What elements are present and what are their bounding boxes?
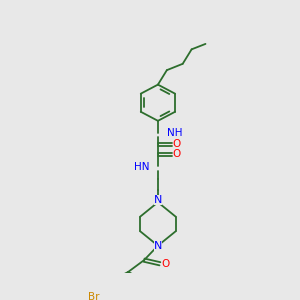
Text: O: O (162, 259, 170, 269)
Text: NH: NH (167, 128, 182, 139)
Text: HN: HN (134, 162, 149, 172)
Text: N: N (154, 194, 162, 205)
Text: O: O (172, 149, 181, 159)
Text: N: N (154, 241, 162, 251)
Text: O: O (172, 139, 181, 149)
Text: Br: Br (88, 292, 99, 300)
